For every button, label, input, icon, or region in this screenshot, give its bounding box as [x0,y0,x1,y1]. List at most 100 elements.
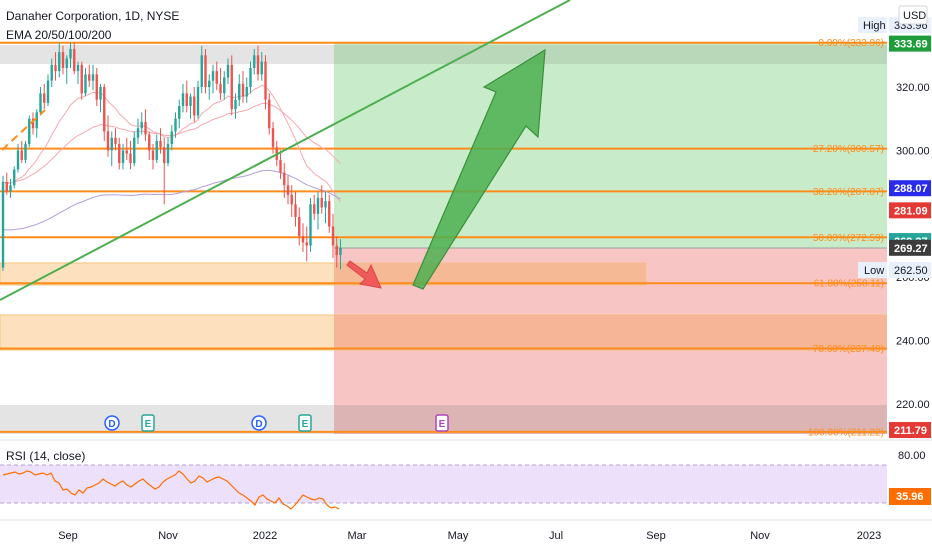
candle-body [144,121,147,135]
gray-high-zone [0,45,334,64]
candle-body [226,64,230,78]
gray-high-zone-right [334,45,887,64]
earnings-event-icon[interactable] [435,414,449,432]
candle-body [253,55,256,68]
rsi-last-value: 35.96 [896,491,924,503]
candle-body [196,87,200,116]
price-tick-label: 220.00 [896,399,930,411]
candle-body [9,185,12,192]
candle-body [193,96,196,116]
symbol-title[interactable]: Danaher Corporation, 1D, NYSE [6,9,179,23]
candle-body [76,64,80,72]
event-letter: E [145,419,152,430]
price-tick-label: 320.00 [896,82,930,94]
currency-box[interactable] [898,5,928,25]
candle-body [230,64,233,110]
candle-body [39,93,42,113]
price-axis-bg [887,0,932,520]
candle-body [95,74,98,100]
candle-body [91,74,95,81]
candle-body [114,137,117,145]
candle-body [215,71,218,84]
ema-100-line [2,169,341,231]
orange-dashed-trend [1,109,46,151]
candle-body [163,147,166,164]
candle-body [136,128,140,138]
ema-layer [2,84,341,231]
candle-body [279,159,282,173]
candle-body [238,83,241,100]
green-projection-arrow [412,48,546,290]
candle-body [166,144,170,164]
candle-body [174,118,177,132]
gray-low-zone-right [334,405,887,434]
candle-body [320,197,323,208]
price-tag-value: 333.69 [894,39,928,51]
zones-layer [0,43,888,434]
earnings-event-icon[interactable] [298,414,312,432]
candle-body [58,52,61,72]
candle-body [13,169,16,186]
price-tag-box [889,239,931,256]
candle-body [316,197,320,214]
fib-label: 61.80%(258.11) [814,279,884,290]
candle-body [69,48,72,59]
rsi-last-tag [889,488,931,505]
candle-body [24,144,27,160]
candle-body [185,93,188,107]
rsi-band [0,465,887,503]
rsi-line [2,470,340,510]
indicator-label[interactable]: EMA 20/50/100/200 [6,28,112,42]
candle-body [268,99,271,129]
rsi-tick-80: 80.00 [898,450,926,462]
red-projection-arrow [346,260,382,289]
event-letter: D [108,419,115,430]
price-tag-box [889,422,931,439]
fib-label: 38.20%(287.07) [813,187,884,198]
candle-body [121,150,125,164]
candle-body [5,182,8,192]
arrows [346,48,546,290]
candle-body [28,118,31,145]
candle-body [286,185,290,195]
candle-body [264,61,267,100]
candle-body [88,74,91,81]
candle-body [170,131,173,145]
candle-body [35,112,38,129]
price-tick-label: 240.00 [896,336,930,348]
low-value: 262.50 [894,265,928,277]
high-label-box [858,17,887,33]
candle-body [298,216,301,236]
candle-body [260,61,263,75]
low-label-box [858,262,887,278]
fib-label: 0.00%(333.96) [818,38,884,49]
candle-body [294,204,297,217]
earnings-event-icon[interactable] [141,414,155,432]
candle-body [103,87,106,132]
candle-body [339,247,342,256]
orange-zone-upper-overlay [334,263,646,285]
event-letter: E [302,419,309,430]
price-tag-value: 281.09 [894,205,928,217]
chart-header: Danaher Corporation, 1D, NYSE EMA 20/50/… [6,5,928,42]
candle-body [46,80,50,103]
candle-body [125,150,128,154]
rsi-pane: RSI (14, close) 80.00 35.96 [0,439,932,510]
candle-body [61,52,65,68]
dividend-event-icon[interactable] [104,415,120,431]
time-tick-label: 2023 [857,530,881,542]
candle-body [309,204,312,246]
candle-body [200,55,203,87]
candle-body [73,48,76,72]
candle-body [54,64,57,72]
candle-body [31,118,35,129]
dividend-event-icon[interactable] [251,415,267,431]
green-trend-line [0,0,571,301]
low-label: Low [864,265,884,277]
candle-body [20,150,23,160]
candle-body [324,201,327,208]
